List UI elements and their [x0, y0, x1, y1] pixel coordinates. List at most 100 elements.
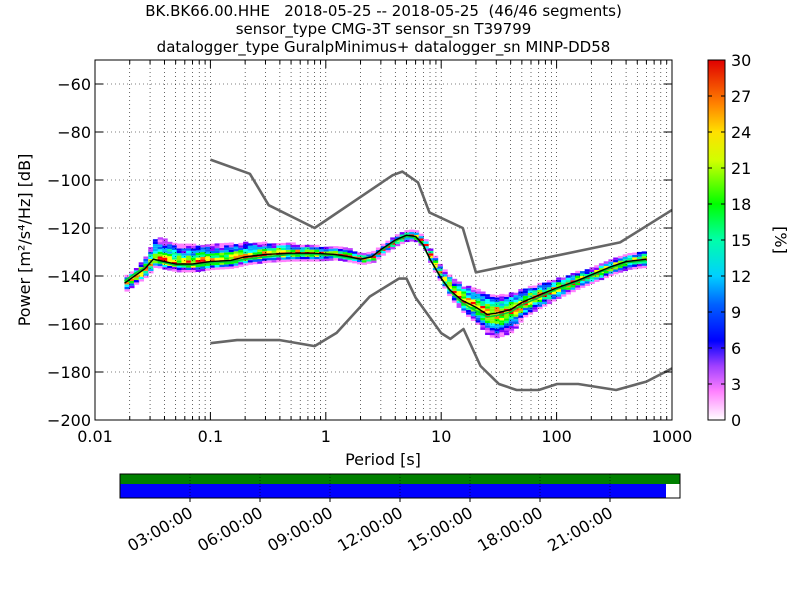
- heatmap-cell: [252, 252, 258, 255]
- heatmap-cell: [333, 250, 339, 254]
- heatmap-cell: [167, 244, 173, 247]
- heatmap-cell: [333, 258, 339, 261]
- heatmap-cell: [152, 251, 159, 254]
- data-coverage-bar: [120, 474, 680, 484]
- heatmap-cell: [281, 245, 287, 248]
- heatmap-cell: [300, 254, 306, 257]
- heatmap-cell: [304, 254, 311, 257]
- heatmap-cell: [228, 254, 235, 257]
- heatmap-cell: [200, 268, 206, 272]
- heatmap-cell: [195, 255, 201, 258]
- heatmap-cell: [542, 282, 548, 285]
- heatmap-cell: [219, 245, 225, 248]
- heatmap-cell: [366, 261, 372, 264]
- heatmap-cell: [432, 270, 439, 273]
- heatmap-cell: [347, 248, 353, 251]
- heatmap-cell: [504, 304, 510, 307]
- heatmap-cell: [527, 305, 534, 308]
- heatmap-cell: [247, 262, 254, 265]
- heatmap-cell: [527, 290, 534, 293]
- heatmap-cell: [162, 252, 168, 256]
- heatmap-cell: [494, 299, 500, 303]
- heatmap-cell: [228, 256, 235, 260]
- heatmap-cell: [546, 284, 553, 288]
- heatmap-cell: [323, 256, 329, 259]
- heatmap-cell: [466, 285, 472, 289]
- heatmap-cell: [598, 263, 605, 266]
- heatmap-cell: [466, 307, 472, 310]
- heatmap-cell: [485, 318, 491, 321]
- heatmap-cell: [328, 251, 334, 254]
- heatmap-cell: [617, 265, 624, 268]
- heatmap-cell: [451, 278, 458, 282]
- heatmap-cell: [575, 285, 581, 288]
- heatmap-cell: [148, 266, 154, 269]
- heatmap-cell: [456, 281, 462, 284]
- heatmap-cell: [290, 249, 296, 252]
- heatmap-cell: [499, 317, 505, 321]
- heatmap-cell: [489, 318, 496, 321]
- heatmap-cell: [252, 247, 258, 250]
- heatmap-cell: [632, 254, 638, 258]
- low-noise-model-line: [210, 277, 672, 392]
- heatmap-cell: [290, 242, 296, 245]
- heatmap-cell: [613, 257, 619, 260]
- heatmap-cell: [447, 281, 453, 285]
- heatmap-cell: [480, 320, 486, 323]
- heatmap-cell: [461, 310, 467, 313]
- heatmap-cell: [584, 269, 590, 272]
- heatmap-cell: [546, 299, 553, 302]
- heatmap-cell: [580, 285, 586, 288]
- heatmap-cell: [594, 265, 600, 268]
- heatmap-cell: [641, 251, 647, 254]
- heatmap-cell: [238, 262, 244, 265]
- heatmap-cell: [480, 303, 486, 306]
- heatmap-cell: [209, 246, 216, 249]
- time-tick-label: 03:00:00: [124, 503, 196, 555]
- heatmap-cell: [152, 260, 159, 264]
- heatmap-cell: [466, 297, 472, 301]
- heatmap-cell: [432, 265, 439, 268]
- colorbar-tick-label: 15: [731, 231, 751, 250]
- heatmap-cell: [508, 318, 515, 322]
- heatmap-cell: [461, 301, 467, 304]
- heatmap-cell: [300, 249, 306, 252]
- heatmap-cell: [133, 282, 140, 285]
- heatmap-cell: [527, 302, 534, 305]
- heatmap-cell: [157, 246, 163, 250]
- heatmap-cell: [152, 253, 159, 256]
- heatmap-cell: [257, 249, 263, 252]
- heatmap-cell: [162, 238, 168, 241]
- heatmap-cell: [575, 270, 581, 274]
- heatmap-cell: [228, 247, 235, 250]
- heatmap-cell: [209, 250, 216, 254]
- heatmap-cell: [219, 243, 225, 246]
- heatmap-cell: [233, 248, 239, 252]
- heatmap-cell: [195, 252, 201, 256]
- heatmap-cell: [271, 243, 277, 246]
- heatmap-cell: [148, 247, 154, 250]
- heatmap-cell: [451, 281, 458, 284]
- heatmap-cell: [300, 256, 306, 260]
- heatmap-cell: [290, 247, 296, 250]
- heatmap-cell: [157, 261, 163, 264]
- heatmap-cell: [138, 264, 144, 268]
- heatmap-cell: [636, 254, 643, 257]
- heatmap-cell: [262, 248, 268, 252]
- heatmap-cell: [499, 332, 505, 335]
- heatmap-cell: [328, 246, 334, 249]
- heatmap-cell: [186, 253, 192, 256]
- heatmap-cell: [314, 259, 320, 262]
- colorbar-tick-label: 21: [731, 159, 751, 178]
- heatmap-cell: [556, 289, 562, 292]
- heatmap-cell: [333, 246, 339, 249]
- heatmap-cell: [432, 258, 439, 261]
- heatmap-cell: [342, 259, 348, 262]
- heatmap-cell: [285, 245, 292, 248]
- heatmap-cell: [314, 249, 320, 252]
- high-noise-model-line: [209, 158, 672, 274]
- x-tick-label: 1: [321, 427, 331, 446]
- heatmap-cell: [589, 267, 595, 270]
- heatmap-cell: [157, 254, 163, 257]
- heatmap-cell: [508, 299, 515, 302]
